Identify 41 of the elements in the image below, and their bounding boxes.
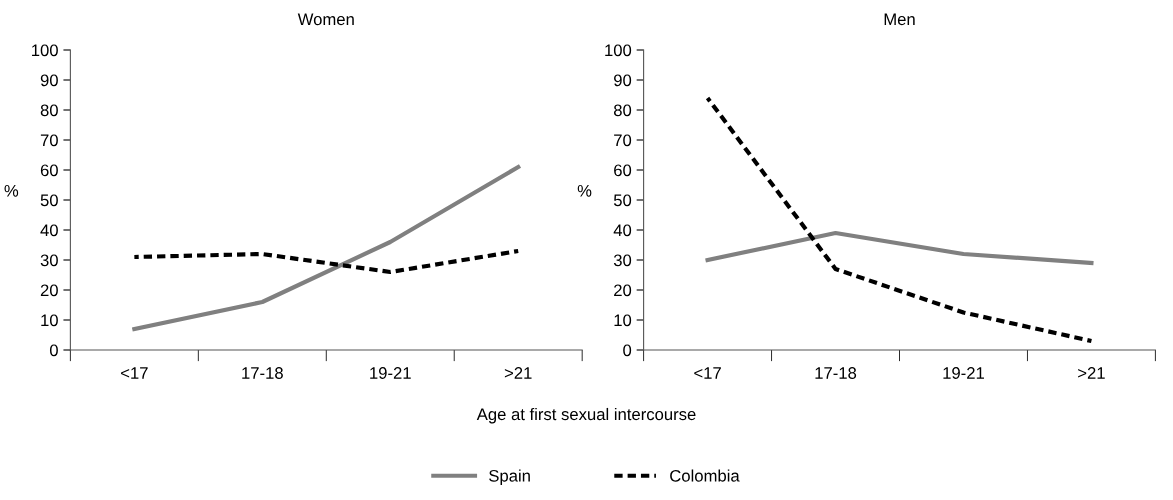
y-tick-label: 50 <box>613 194 632 207</box>
y-tick-label: 0 <box>49 344 58 357</box>
y-tick-label: 70 <box>40 134 58 147</box>
y-tick-label: 10 <box>41 314 58 327</box>
y-tick-label: 100 <box>605 44 632 57</box>
y-tick-label: 90 <box>40 74 58 87</box>
line-series <box>132 248 521 275</box>
chart-title: Women <box>297 13 354 26</box>
y-tick-label: 80 <box>40 104 58 117</box>
y-tick-label: 60 <box>40 164 58 177</box>
x-tick-label: >21 <box>504 367 532 379</box>
x-tick-label: <17 <box>694 367 721 379</box>
y-tick-label: 30 <box>613 254 632 267</box>
y-tick-label: 0 <box>623 344 632 357</box>
y-tick-label: 20 <box>40 284 58 297</box>
y-tick-label: 50 <box>40 194 58 207</box>
y-tick-label: 40 <box>613 224 632 237</box>
x-tick-label: <17 <box>121 367 148 379</box>
x-tick-label: 19-21 <box>943 367 984 379</box>
y-tick-label: 20 <box>614 284 632 297</box>
y-tick-label: 30 <box>40 254 58 267</box>
x-tick-label: 17-18 <box>242 367 283 379</box>
y-tick-label: 90 <box>614 74 632 87</box>
legend-label: Colombia <box>670 469 740 482</box>
line-series <box>705 230 1094 266</box>
line-series <box>132 164 521 332</box>
x-axis-title: Age at first sexual intercourse <box>476 407 696 424</box>
x-tick-label: 17-18 <box>815 367 857 379</box>
y-axis-title: % <box>4 184 19 197</box>
y-tick-label: 70 <box>614 134 632 147</box>
y-tick-label: 80 <box>613 104 632 117</box>
legend-label: Spain <box>489 469 530 485</box>
x-tick-label: 19-21 <box>370 367 411 379</box>
y-axis-title: % <box>577 184 592 197</box>
y-tick-label: 60 <box>614 164 632 177</box>
x-tick-label: >21 <box>1078 367 1105 379</box>
line-series <box>705 95 1094 344</box>
y-tick-label: 40 <box>40 224 58 237</box>
chart-title: Men <box>884 13 915 26</box>
y-tick-label: 100 <box>32 44 58 57</box>
y-tick-label: 10 <box>614 314 632 327</box>
